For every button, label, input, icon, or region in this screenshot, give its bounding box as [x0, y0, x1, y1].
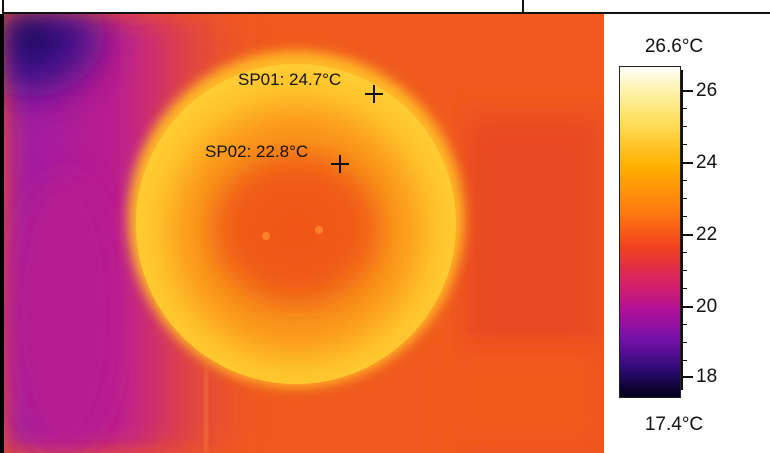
scale-tick-label: 26: [696, 80, 718, 101]
scale-tick-major: [681, 90, 693, 92]
spot-sp02-crosshair-icon: [331, 155, 349, 173]
scale-tick-major: [681, 234, 693, 236]
thermal-image-graphic: [4, 14, 604, 453]
color-palette-bar: [619, 66, 681, 398]
spot-sp02-label: SP02: 22.8°C: [205, 142, 309, 161]
top-bar-right-box: [524, 0, 770, 14]
scale-tick-minor: [681, 252, 687, 253]
top-bar-left-box: [2, 0, 524, 14]
scale-tick-minor: [681, 216, 687, 217]
scale-tick-major: [681, 162, 693, 164]
scale-tick-minor: [681, 288, 687, 289]
scale-axis: [681, 70, 683, 390]
scale-tick-minor: [681, 270, 687, 271]
scale-tick-label: 22: [696, 224, 718, 245]
temperature-max-label: 26.6°C: [644, 36, 704, 57]
spot-sp01-label: SP01: 24.7°C: [238, 70, 342, 89]
image-frame-border: [0, 14, 4, 453]
scale-tick-label: 24: [696, 152, 718, 173]
top-bar: [0, 0, 770, 14]
scale-tick-minor: [681, 144, 687, 145]
scale-tick-minor: [681, 342, 687, 343]
scale-tick-major: [681, 376, 693, 378]
scale-tick-minor: [681, 324, 687, 325]
scale-tick-minor: [681, 180, 687, 181]
temperature-scale: 26.6°C 26 24 22 20 18 17.4°C: [604, 14, 770, 453]
thermal-image: SP01: 24.7°C SP02: 22.8°C: [4, 14, 604, 453]
scale-tick-minor: [681, 198, 687, 199]
spot-sp01-crosshair-icon: [365, 85, 383, 103]
scale-tick-minor: [681, 360, 687, 361]
scale-tick-label: 20: [696, 296, 718, 317]
scale-tick-minor: [681, 108, 687, 109]
scale-tick-minor: [681, 126, 687, 127]
scale-tick-label: 18: [696, 366, 718, 387]
scale-tick-major: [681, 306, 693, 308]
temperature-min-label: 17.4°C: [644, 414, 704, 435]
